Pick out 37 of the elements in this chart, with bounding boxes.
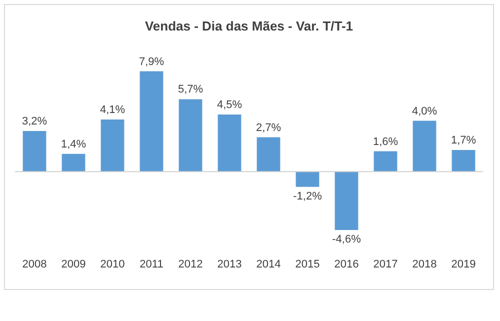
data-label: -4,6% — [332, 234, 362, 246]
x-tick-label: 2008 — [22, 258, 47, 270]
bar — [218, 114, 242, 172]
data-label: 4,0% — [412, 105, 438, 118]
bar — [452, 150, 476, 172]
bar — [256, 137, 280, 172]
x-tick-label: 2013 — [217, 258, 242, 270]
bar — [412, 120, 436, 172]
bar — [374, 151, 398, 172]
data-label: 5,7% — [178, 84, 204, 96]
data-label: -1,2% — [293, 190, 322, 202]
x-tick-label: 2017 — [373, 258, 398, 270]
data-label: 4,1% — [100, 104, 126, 116]
data-label: 2,7% — [256, 122, 282, 134]
x-tick-label: 2016 — [334, 258, 359, 270]
bar — [100, 120, 124, 172]
data-label: 1,7% — [450, 134, 476, 147]
data-label: 1,4% — [60, 138, 86, 150]
bar — [296, 172, 320, 187]
bar — [62, 154, 86, 172]
x-tick-label: 2009 — [61, 258, 86, 270]
x-tick-label: 2012 — [178, 258, 203, 270]
bar — [178, 99, 202, 172]
chart-title: Vendas - Dia das Mães - Var. T/T-1 — [144, 18, 354, 34]
x-tick-label: 2015 — [295, 258, 320, 270]
bar — [140, 71, 164, 172]
x-tick-label: 2010 — [100, 258, 125, 270]
bar — [22, 130, 46, 172]
data-label: 3,2% — [22, 115, 48, 128]
x-tick-label: 2019 — [451, 258, 476, 270]
x-tick-label: 2014 — [256, 258, 281, 270]
data-label: 4,5% — [216, 98, 242, 111]
data-label: 1,6% — [372, 136, 398, 148]
x-tick-label: 2011 — [140, 258, 164, 270]
bar — [334, 172, 358, 230]
data-label: 7,9% — [138, 56, 164, 68]
x-tick-label: 2018 — [412, 258, 437, 270]
